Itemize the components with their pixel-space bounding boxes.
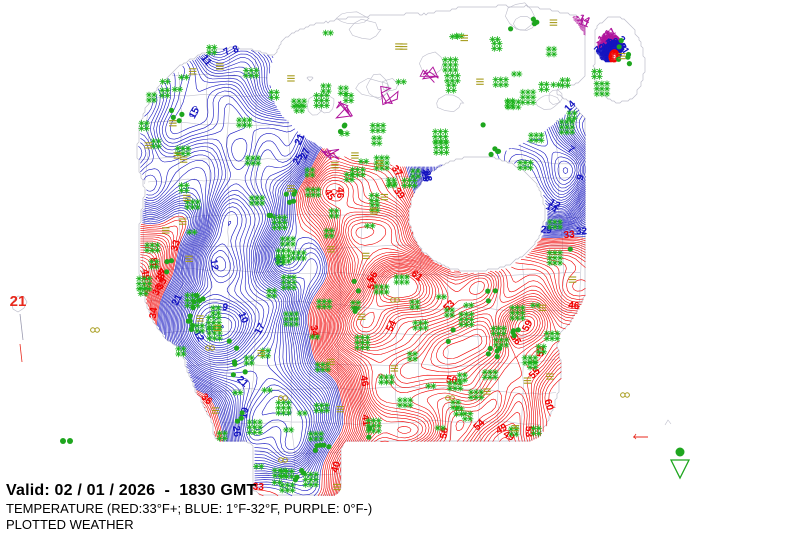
svg-text:46: 46 [568, 300, 581, 312]
svg-text:33: 33 [563, 229, 575, 241]
svg-text:34: 34 [148, 306, 160, 319]
svg-text:32: 32 [576, 226, 588, 237]
svg-text:12: 12 [208, 258, 220, 271]
svg-text:46: 46 [358, 375, 371, 388]
svg-text:21: 21 [10, 293, 27, 310]
svg-text:46: 46 [334, 187, 345, 199]
svg-text:26: 26 [230, 425, 242, 438]
